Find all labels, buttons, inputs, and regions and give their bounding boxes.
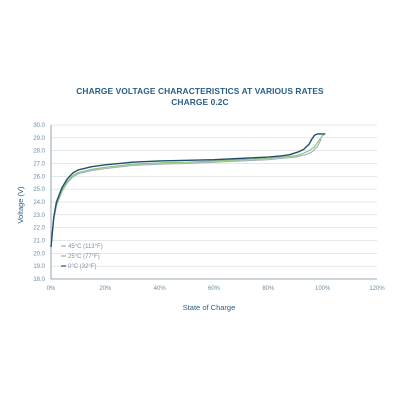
y-tick-label: 21.0	[33, 239, 45, 245]
y-axis-ticks: 18.0 19.0 20.0 21.0 22.0 23.0 24.0 25.0 26.0 27.0…	[33, 123, 45, 283]
series-line	[50, 138, 322, 247]
x-tick-label: 120%	[369, 286, 385, 292]
x-tick-label: 0%	[47, 286, 56, 292]
series-line	[50, 134, 325, 247]
y-tick-label: 19.0	[33, 264, 45, 270]
chart-subtitle: CHARGE 0.2C	[171, 97, 229, 107]
x-axis-label: State of Charge	[183, 303, 236, 312]
y-tick-label: 25.0	[33, 187, 45, 193]
series-line	[50, 133, 326, 247]
y-tick-label: 29.0	[33, 136, 45, 142]
y-tick-label: 26.0	[33, 174, 45, 180]
y-tick-label: 18.0	[33, 277, 45, 283]
y-tick-label: 24.0	[33, 200, 45, 206]
legend-entry: 45°C (113°F)	[68, 244, 103, 250]
grid-lines	[50, 124, 377, 280]
series-lines	[50, 133, 326, 247]
legend: 45°C (113°F) 25°C (77°F) 0°C (32°F)	[61, 244, 103, 270]
y-tick-label: 30.0	[33, 123, 45, 129]
x-tick-label: 80%	[262, 286, 275, 292]
y-tick-label: 23.0	[33, 213, 45, 219]
legend-entry: 25°C (77°F)	[68, 254, 100, 260]
x-tick-label: 40%	[154, 286, 167, 292]
y-tick-label: 27.0	[33, 162, 45, 168]
x-axis-ticks: 0% 20% 40% 60% 80% 100% 120%	[47, 286, 386, 292]
x-tick-label: 20%	[99, 286, 112, 292]
y-tick-label: 20.0	[33, 251, 45, 257]
x-tick-label: 100%	[315, 286, 331, 292]
x-tick-label: 60%	[208, 286, 221, 292]
y-tick-label: 22.0	[33, 226, 45, 232]
chart-title: CHARGE VOLTAGE CHARACTERISTICS AT VARIOU…	[76, 86, 324, 96]
y-axis-label: Voltage (V)	[16, 186, 25, 224]
y-tick-label: 28.0	[33, 149, 45, 155]
legend-entry: 0°C (32°F)	[68, 264, 96, 270]
